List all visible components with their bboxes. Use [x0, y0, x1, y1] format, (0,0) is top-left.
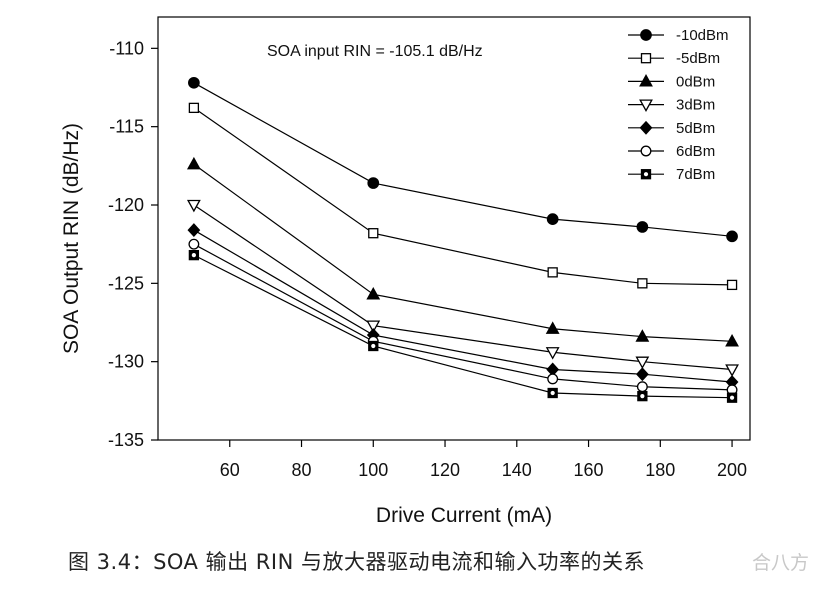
y-tick-label: -110 [109, 38, 144, 58]
legend-label: 6dBm [676, 143, 715, 160]
legend-label: -5dBm [676, 50, 720, 67]
x-tick-label: 140 [502, 460, 532, 480]
data-point [635, 367, 649, 382]
y-axis-label: SOA Output RIN (dB/Hz) [60, 123, 83, 354]
legend-marker [640, 29, 652, 41]
data-point [635, 356, 650, 370]
legend-label: -10dBm [676, 27, 729, 44]
data-point [188, 102, 200, 114]
figure-caption: 图 3.4：SOA 输出 RIN 与放大器驱动电流和输入功率的关系 [68, 550, 645, 574]
data-point [545, 321, 560, 334]
data-point [188, 249, 200, 261]
marker-dot [640, 394, 645, 399]
data-point [547, 387, 558, 399]
legend-marker [640, 53, 652, 64]
marker-dot [550, 390, 555, 396]
legend-label: 0dBm [676, 73, 715, 90]
data-point [637, 278, 648, 289]
data-point [188, 76, 200, 89]
y-tick-label: -125 [108, 273, 144, 293]
y-tick-label: -115 [109, 117, 144, 137]
data-point [547, 267, 558, 278]
data-point [186, 199, 201, 213]
y-tick-label: -120 [108, 195, 144, 215]
x-tick-label: 120 [430, 460, 460, 480]
x-tick-label: 100 [358, 460, 388, 480]
legend-marker [639, 120, 653, 135]
legend-label: 5dBm [676, 120, 715, 137]
data-point [366, 320, 381, 333]
series-line [193, 243, 733, 391]
data-point [726, 230, 738, 243]
data-point [637, 390, 648, 402]
y-tick-label: -135 [108, 430, 144, 450]
plot-frame [157, 16, 751, 441]
series-line [193, 82, 733, 237]
series-line [193, 107, 733, 286]
data-point [726, 392, 738, 403]
legend-marker [639, 99, 653, 112]
data-point [726, 279, 738, 291]
data-point [366, 286, 381, 300]
data-point [725, 364, 739, 377]
marker-dot [729, 395, 735, 400]
watermark: 合八方 [752, 552, 810, 574]
marker-dot [191, 253, 196, 258]
data-point [636, 381, 648, 393]
data-point [368, 228, 379, 239]
data-point [547, 373, 559, 385]
x-tick-label: 200 [717, 460, 747, 480]
data-point [188, 238, 200, 250]
legend-marker [640, 145, 652, 157]
data-point [368, 340, 379, 352]
chart: 60 80 100 120 140 160 180 200 -110 -115 -120 -125 -1… [60, 16, 751, 527]
data-point [636, 221, 649, 233]
legend-marker [640, 169, 652, 180]
legend-label: 3dBm [676, 97, 715, 114]
legend-label: 7dBm [676, 166, 715, 183]
marker-dot [371, 343, 376, 349]
y-tick-label: -130 [108, 352, 144, 372]
data-point [367, 177, 380, 189]
marker-dot [643, 172, 649, 177]
data-point [187, 223, 201, 238]
data-point [725, 333, 739, 347]
data-point [546, 213, 559, 225]
x-axis-label: Drive Current (mA) [376, 504, 552, 527]
data-point [635, 329, 650, 342]
series-line [193, 254, 733, 399]
data-point [545, 347, 560, 360]
legend-marker [639, 74, 653, 87]
x-tick-label: 160 [574, 460, 604, 480]
x-tick-label: 180 [645, 460, 675, 480]
x-tick-label: 80 [291, 460, 311, 480]
annotation-text: SOA input RIN = -105.1 dB/Hz [267, 43, 483, 60]
x-tick-label: 60 [220, 460, 240, 480]
data-point [186, 156, 201, 170]
